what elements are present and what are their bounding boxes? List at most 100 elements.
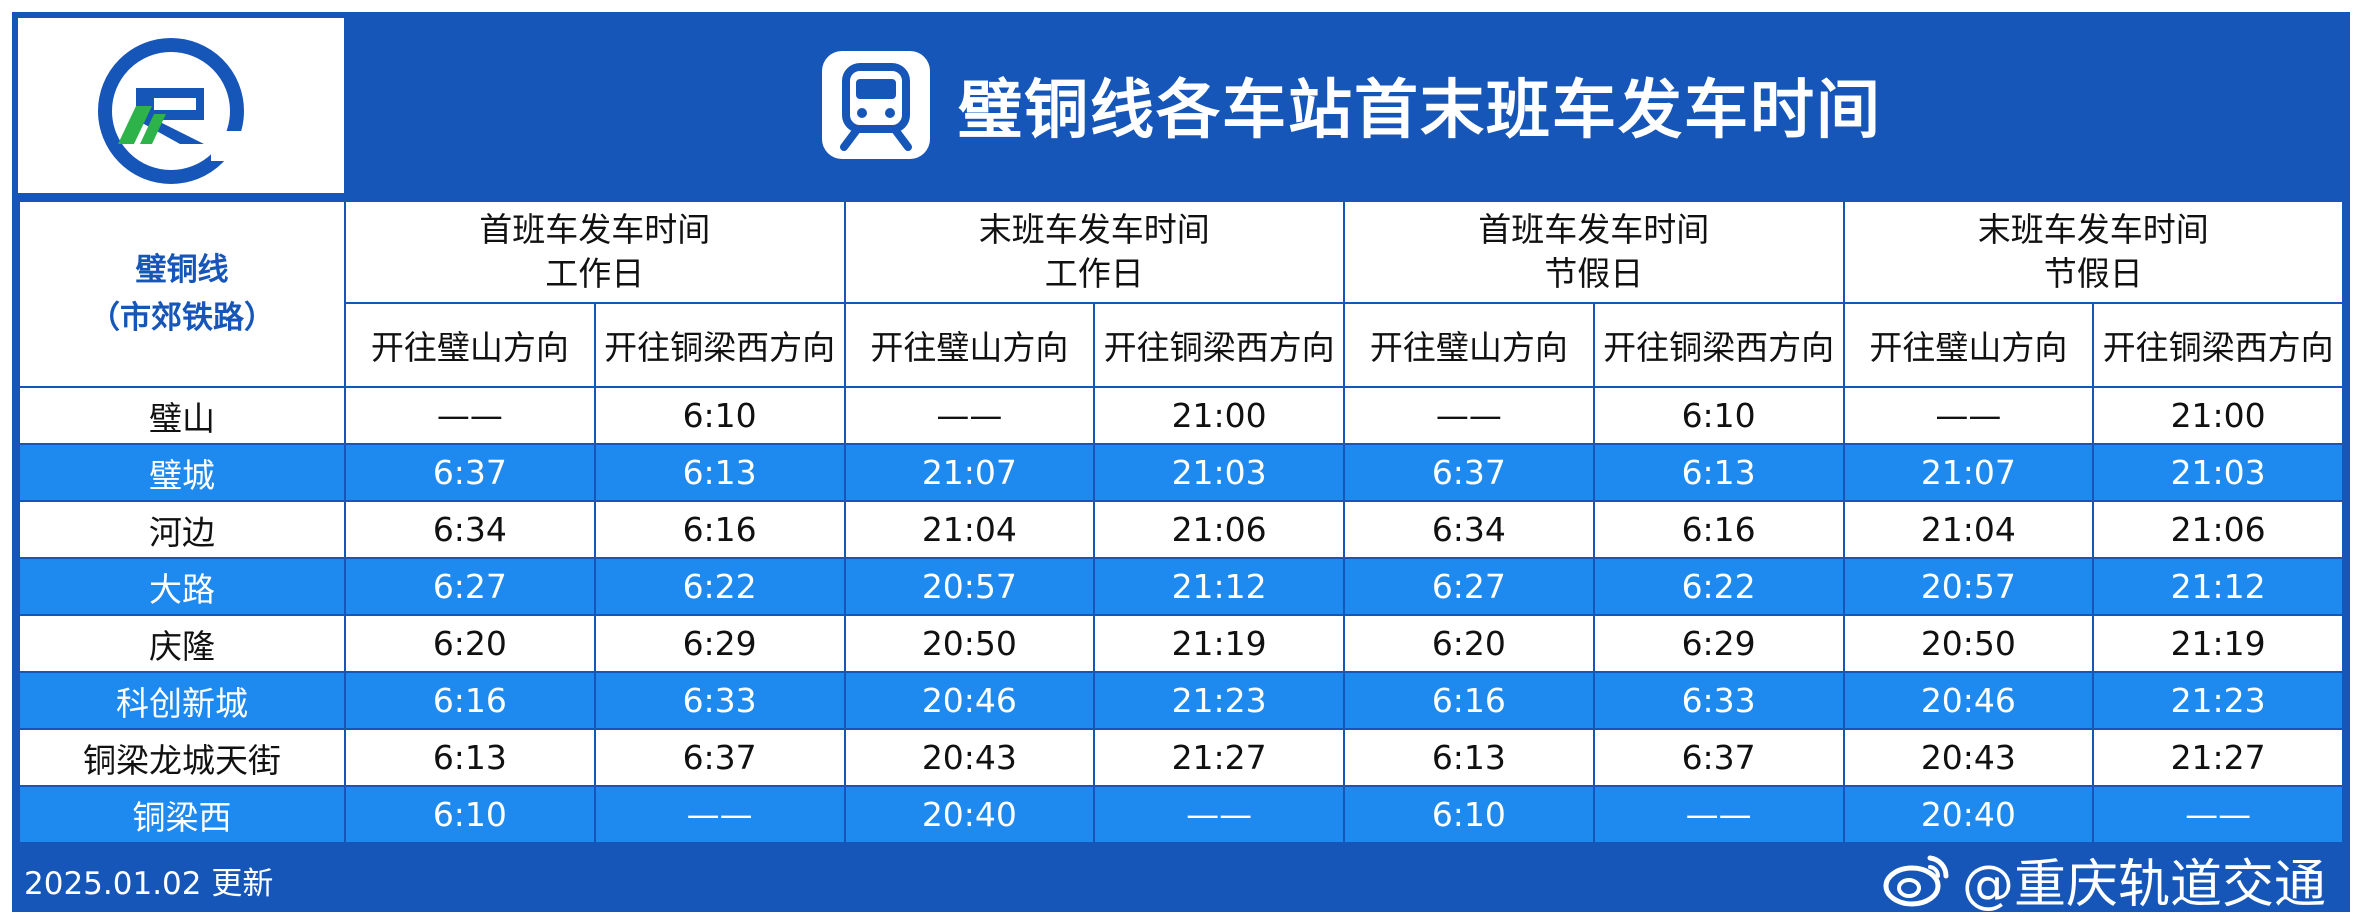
time-cell: —— (344, 386, 596, 445)
time-cell: 6:33 (1592, 671, 1845, 730)
table-row: 河边 6:34 6:16 21:04 21:06 6:34 6:16 21:04 21:06 (18, 500, 2344, 559)
time-cell: —— (1093, 785, 1345, 844)
time-cell: 21:27 (1093, 728, 1345, 787)
time-cell: 6:22 (593, 557, 846, 616)
time-cell: 6:10 (1592, 386, 1845, 445)
page-title: 璧铜线各车站首末班车发车时间 (958, 74, 1882, 148)
group-header: 首班车发车时间 工作日 (344, 200, 846, 304)
time-cell: 20:40 (843, 785, 1096, 844)
time-cell: 6:20 (1343, 614, 1595, 673)
line-type: （市郊铁路） (89, 300, 275, 336)
station-name: 大路 (18, 557, 346, 616)
time-cell: 6:10 (1343, 785, 1595, 844)
time-cell: 21:00 (2092, 386, 2344, 445)
time-cell: 6:37 (344, 443, 596, 502)
time-cell: —— (1842, 386, 2095, 445)
direction-header: 开往铜梁西方向 (1592, 302, 1845, 388)
group-header: 末班车发车时间 工作日 (843, 200, 1345, 304)
metro-train-icon (822, 51, 930, 159)
time-cell: 20:46 (1842, 671, 2095, 730)
direction-header: 开往铜梁西方向 (1093, 302, 1345, 388)
time-cell: 20:46 (843, 671, 1096, 730)
line-name-cell: 璧铜线 （市郊铁路） (18, 200, 346, 388)
time-cell: 6:27 (344, 557, 596, 616)
time-cell: 6:34 (1343, 500, 1595, 559)
time-cell: 6:29 (1592, 614, 1845, 673)
time-cell: 6:13 (344, 728, 596, 787)
time-cell: 6:16 (344, 671, 596, 730)
group-header: 首班车发车时间 节假日 (1343, 200, 1845, 304)
title-area: 璧铜线各车站首末班车发车时间 (352, 12, 2350, 198)
direction-header: 开往璧山方向 (843, 302, 1096, 388)
time-cell: —— (2092, 785, 2344, 844)
time-cell: 6:13 (1343, 728, 1595, 787)
time-cell: 21:04 (1842, 500, 2095, 559)
time-cell: 21:23 (2092, 671, 2344, 730)
station-name: 璧城 (18, 443, 346, 502)
time-cell: —— (1343, 386, 1595, 445)
timetable: 璧铜线 （市郊铁路） 首班车发车时间 工作日 末班车发车时间 工作日 首班车发车时间… (18, 200, 2344, 844)
time-cell: 21:19 (2092, 614, 2344, 673)
timetable-frame: 璧铜线各车站首末班车发车时间 璧铜线 （市郊铁路） 首班车发车时间 工作日 末班车… (12, 12, 2350, 915)
station-name: 铜梁西 (18, 785, 346, 844)
line-name: 璧铜线 (135, 252, 229, 288)
table-row: 科创新城 6:16 6:33 20:46 21:23 6:16 6:33 20:46 21:23 (18, 671, 2344, 730)
time-cell: 6:16 (1592, 500, 1845, 559)
time-cell: 6:16 (593, 500, 846, 559)
table-row: 铜梁龙城天街 6:13 6:37 20:43 21:27 6:13 6:37 20:43 21:… (18, 728, 2344, 787)
time-cell: 6:22 (1592, 557, 1845, 616)
time-cell: 20:50 (1842, 614, 2095, 673)
table-row: 庆隆 6:20 6:29 20:50 21:19 6:20 6:29 20:50 21:19 (18, 614, 2344, 673)
logo-box (18, 18, 344, 193)
time-cell: 21:03 (1093, 443, 1345, 502)
time-cell: 21:03 (2092, 443, 2344, 502)
direction-header: 开往铜梁西方向 (2092, 302, 2344, 388)
time-cell: 20:43 (1842, 728, 2095, 787)
header: 璧铜线各车站首末班车发车时间 (12, 12, 2350, 193)
time-cell: 20:50 (843, 614, 1096, 673)
time-cell: 6:13 (593, 443, 846, 502)
time-cell: 20:57 (843, 557, 1096, 616)
station-name: 科创新城 (18, 671, 346, 730)
rail-transit-logo-icon (98, 38, 246, 184)
time-cell: 6:33 (593, 671, 846, 730)
table-row: 铜梁西 6:10 —— 20:40 —— 6:10 —— 20:40 —— (18, 785, 2344, 844)
direction-header: 开往铜梁西方向 (593, 302, 846, 388)
time-cell: 6:37 (1343, 443, 1595, 502)
weibo-icon (1883, 855, 1949, 906)
time-cell: 21:12 (1093, 557, 1345, 616)
table-row: 璧山 —— 6:10 —— 21:00 —— 6:10 —— 21:00 (18, 386, 2344, 445)
group-header: 末班车发车时间 节假日 (1842, 200, 2344, 304)
update-date: 2025.01.02 更新 (24, 866, 274, 902)
time-cell: 21:06 (1093, 500, 1345, 559)
station-name: 璧山 (18, 386, 346, 445)
direction-header: 开往璧山方向 (344, 302, 596, 388)
table-row: 大路 6:27 6:22 20:57 21:12 6:27 6:22 20:57 21:12 (18, 557, 2344, 616)
time-cell: 21:04 (843, 500, 1096, 559)
time-cell: 21:23 (1093, 671, 1345, 730)
direction-header: 开往璧山方向 (1842, 302, 2095, 388)
time-cell: 6:29 (593, 614, 846, 673)
table-row: 璧城 6:37 6:13 21:07 21:03 6:37 6:13 21:07 21:03 (18, 443, 2344, 502)
direction-header: 开往璧山方向 (1343, 302, 1595, 388)
time-cell: 6:37 (1592, 728, 1845, 787)
time-cell: 21:06 (2092, 500, 2344, 559)
time-cell: 21:07 (1842, 443, 2095, 502)
time-cell: 20:40 (1842, 785, 2095, 844)
station-name: 庆隆 (18, 614, 346, 673)
time-cell: 21:27 (2092, 728, 2344, 787)
time-cell: 6:16 (1343, 671, 1595, 730)
time-cell: 6:10 (593, 386, 846, 445)
time-cell: 20:57 (1842, 557, 2095, 616)
station-name: 铜梁龙城天街 (18, 728, 346, 787)
time-cell: 21:19 (1093, 614, 1345, 673)
time-cell: 21:12 (2092, 557, 2344, 616)
time-cell: —— (593, 785, 846, 844)
time-cell: 20:43 (843, 728, 1096, 787)
watermark: @重庆轨道交通 (1882, 842, 2326, 917)
time-cell: 6:13 (1592, 443, 1845, 502)
watermark-text: @重庆轨道交通 (1961, 855, 2326, 915)
time-cell: 6:34 (344, 500, 596, 559)
time-cell: 6:10 (344, 785, 596, 844)
time-cell: 21:00 (1093, 386, 1345, 445)
